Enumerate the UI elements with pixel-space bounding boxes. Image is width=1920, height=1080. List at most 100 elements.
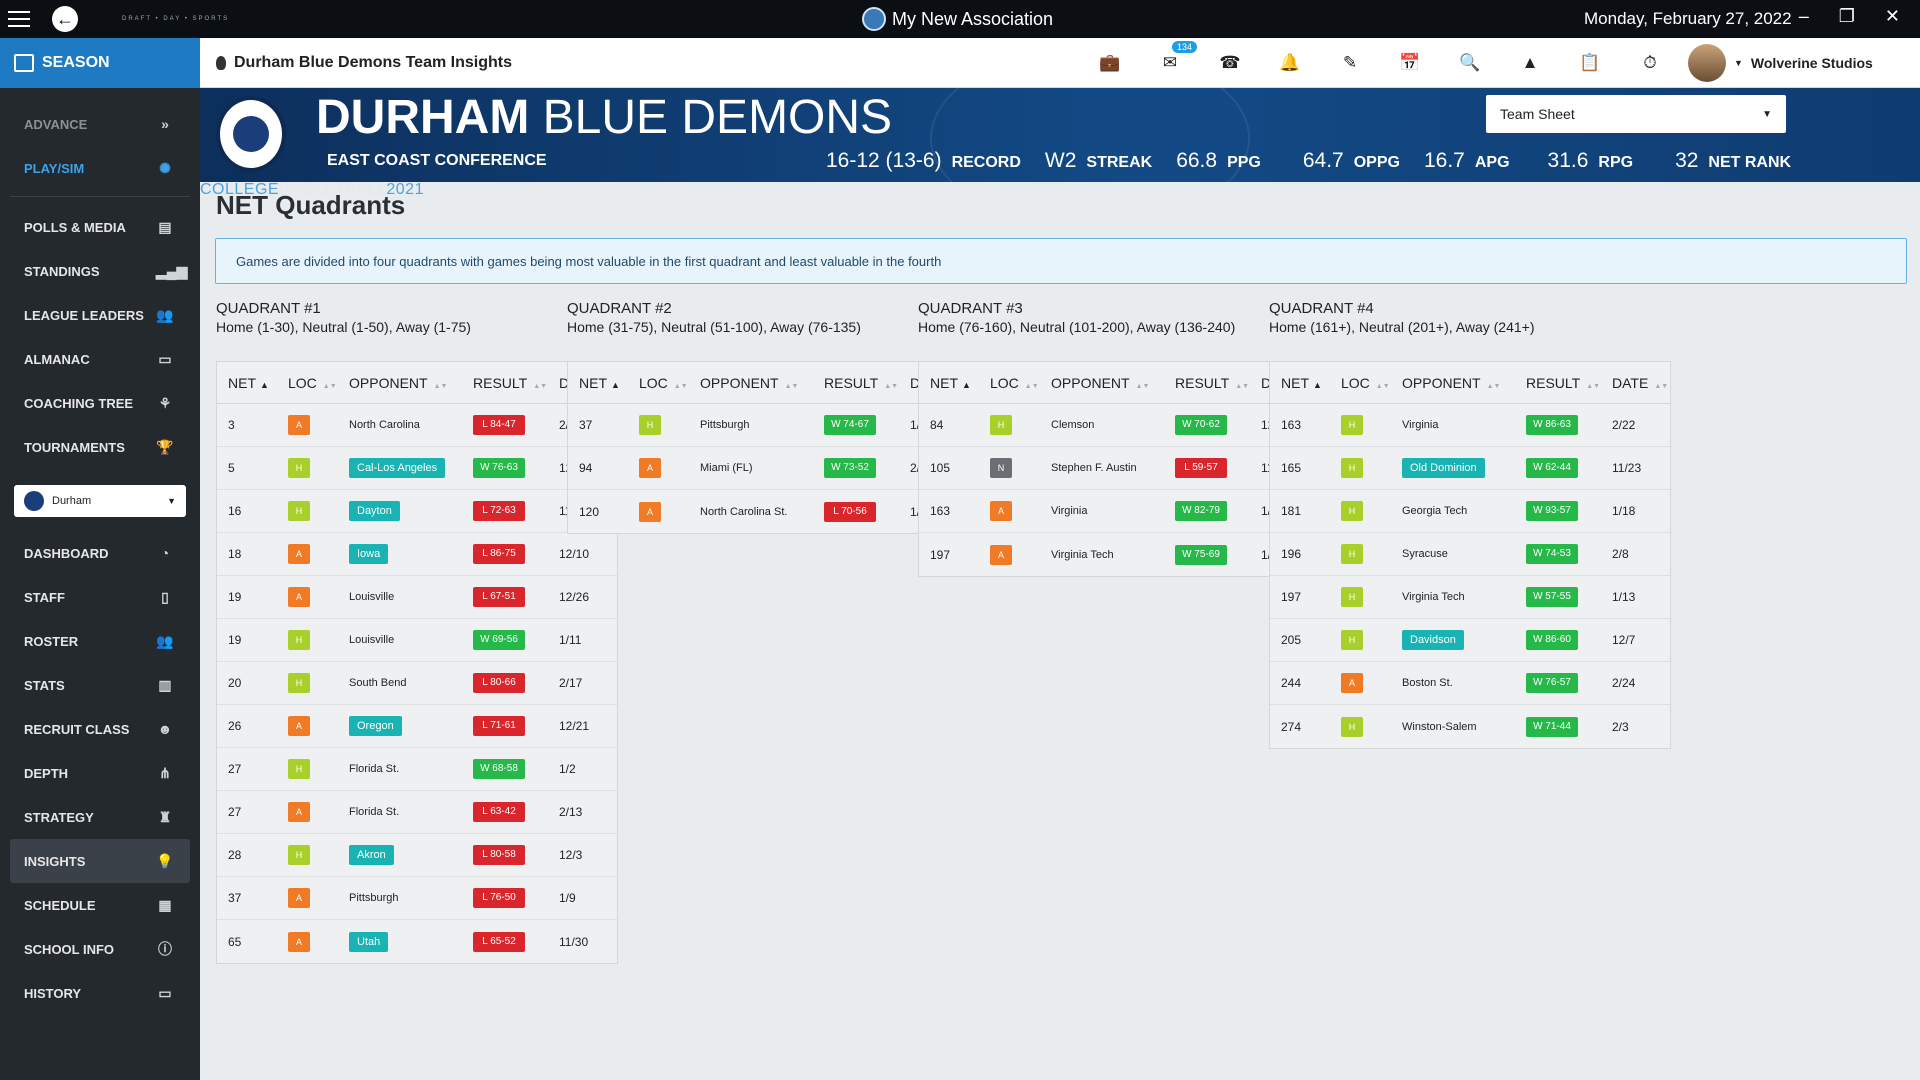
opponent-link[interactable]: Oregon bbox=[349, 716, 402, 736]
user-menu[interactable]: ▼ Wolverine Studios bbox=[1688, 44, 1873, 82]
sidebar-item-standings[interactable]: STANDINGS ▂▄▆ bbox=[0, 249, 200, 293]
column-header-net[interactable]: NET ▲ bbox=[919, 375, 979, 391]
season-button[interactable]: SEASON bbox=[0, 38, 200, 88]
column-header-result[interactable]: RESULT ▲▼ bbox=[1163, 375, 1249, 391]
opponent-link[interactable]: Miami (FL) bbox=[700, 462, 753, 474]
column-header-loc[interactable]: LOC ▲▼ bbox=[1330, 375, 1392, 391]
sidebar-item-polls-media[interactable]: POLLS & MEDIA ▤ bbox=[0, 205, 200, 249]
back-button[interactable]: ← bbox=[52, 6, 78, 32]
sidebar-item-history[interactable]: HISTORY ▭ bbox=[0, 971, 200, 1015]
calendar-check-icon[interactable]: 📅 bbox=[1399, 53, 1421, 72]
opponent-link[interactable]: Florida St. bbox=[349, 763, 400, 775]
result-badge[interactable]: W 74-53 bbox=[1526, 544, 1578, 564]
result-badge[interactable]: W 73-52 bbox=[824, 458, 876, 478]
opponent-link[interactable]: Virginia bbox=[1402, 419, 1439, 431]
result-badge[interactable]: W 86-60 bbox=[1526, 630, 1578, 650]
opponent-link[interactable]: Virginia Tech bbox=[1402, 591, 1465, 603]
column-header-opponent[interactable]: OPPONENT ▲▼ bbox=[1041, 375, 1163, 391]
sidebar-item-schedule[interactable]: SCHEDULE ▦ bbox=[0, 883, 200, 927]
sidebar-item-almanac[interactable]: ALMANAC ▭ bbox=[0, 337, 200, 381]
opponent-link[interactable]: Cal-Los Angeles bbox=[349, 458, 446, 478]
result-badge[interactable]: L 71-61 bbox=[473, 716, 525, 736]
column-header-opponent[interactable]: OPPONENT ▲▼ bbox=[690, 375, 812, 391]
result-badge[interactable]: W 69-56 bbox=[473, 630, 525, 650]
result-badge[interactable]: L 65-52 bbox=[473, 931, 525, 952]
bell-icon[interactable]: 🔔 bbox=[1279, 53, 1301, 72]
result-badge[interactable]: L 80-66 bbox=[473, 673, 525, 693]
opponent-link[interactable]: Pittsburgh bbox=[700, 419, 750, 431]
opponent-link[interactable]: North Carolina bbox=[349, 419, 420, 431]
result-badge[interactable]: L 67-51 bbox=[473, 587, 525, 607]
opponent-link[interactable]: Winston-Salem bbox=[1402, 720, 1477, 733]
result-badge[interactable]: L 86-75 bbox=[473, 544, 525, 564]
column-header-loc[interactable]: LOC ▲▼ bbox=[628, 375, 690, 391]
opponent-link[interactable]: Davidson bbox=[1402, 630, 1464, 650]
opponent-link[interactable]: Louisville bbox=[349, 634, 395, 646]
column-header-opponent[interactable]: OPPONENT ▲▼ bbox=[1392, 375, 1514, 391]
opponent-link[interactable]: Virginia Tech bbox=[1051, 548, 1114, 561]
column-header-opponent[interactable]: OPPONENT ▲▼ bbox=[339, 375, 461, 391]
result-badge[interactable]: W 76-63 bbox=[473, 458, 525, 478]
sidebar-item-league-leaders[interactable]: LEAGUE LEADERS 👥 bbox=[0, 293, 200, 337]
phone-icon[interactable]: ☎ bbox=[1219, 53, 1241, 72]
menu-icon[interactable] bbox=[8, 11, 30, 27]
column-header-date[interactable]: DATE ▲▼ bbox=[1600, 375, 1670, 391]
road-icon[interactable]: ▲ bbox=[1521, 53, 1539, 72]
result-badge[interactable]: W 70-62 bbox=[1175, 415, 1227, 435]
team-select[interactable]: Durham ▼ bbox=[14, 485, 186, 517]
result-badge[interactable]: W 75-69 bbox=[1175, 544, 1227, 565]
column-header-loc[interactable]: LOC ▲▼ bbox=[979, 375, 1041, 391]
opponent-link[interactable]: Syracuse bbox=[1402, 548, 1448, 560]
result-badge[interactable]: W 93-57 bbox=[1526, 501, 1578, 521]
sidebar-item-advance[interactable]: ADVANCE » bbox=[0, 102, 200, 146]
minimize-icon[interactable]: – bbox=[1798, 6, 1809, 26]
sidebar-item-dashboard[interactable]: DASHBOARD ◔ bbox=[0, 531, 200, 575]
result-badge[interactable]: L 72-63 bbox=[473, 501, 525, 521]
result-badge[interactable]: L 59-57 bbox=[1175, 458, 1227, 478]
sidebar-item-school-info[interactable]: SCHOOL INFO ⓘ bbox=[0, 927, 200, 971]
result-badge[interactable]: W 74-67 bbox=[824, 415, 876, 435]
sidebar-item-depth[interactable]: DEPTH ⋔ bbox=[0, 751, 200, 795]
result-badge[interactable]: W 76-57 bbox=[1526, 673, 1578, 693]
opponent-link[interactable]: Akron bbox=[349, 845, 394, 865]
result-badge[interactable]: W 62-44 bbox=[1526, 458, 1578, 478]
mail-icon[interactable]: ✉ 134 bbox=[1140, 41, 1200, 73]
sidebar-item-staff[interactable]: STAFF ▯ bbox=[0, 575, 200, 619]
opponent-link[interactable]: Pittsburgh bbox=[349, 892, 399, 904]
clipboard-icon[interactable]: 📋 bbox=[1579, 53, 1601, 72]
sidebar-item-strategy[interactable]: STRATEGY ♜ bbox=[0, 795, 200, 839]
opponent-link[interactable]: Stephen F. Austin bbox=[1051, 462, 1137, 474]
result-badge[interactable]: L 76-50 bbox=[473, 888, 525, 908]
sidebar-item-tournaments[interactable]: TOURNAMENTS 🏆 bbox=[0, 425, 200, 469]
opponent-link[interactable]: Virginia bbox=[1051, 505, 1088, 517]
sidebar-item-play-sim[interactable]: PLAY/SIM ✺ bbox=[0, 146, 200, 190]
opponent-link[interactable]: North Carolina St. bbox=[700, 505, 788, 518]
opponent-link[interactable]: Utah bbox=[349, 931, 389, 952]
team-sheet-select[interactable]: Team Sheet ▼ bbox=[1486, 95, 1786, 133]
result-badge[interactable]: W 71-44 bbox=[1526, 716, 1578, 737]
opponent-link[interactable]: Florida St. bbox=[349, 806, 400, 818]
restore-icon[interactable]: ❐ bbox=[1838, 6, 1855, 26]
result-badge[interactable]: W 82-79 bbox=[1175, 501, 1227, 521]
column-header-net[interactable]: NET ▲ bbox=[217, 375, 277, 391]
opponent-link[interactable]: Georgia Tech bbox=[1402, 505, 1468, 517]
result-badge[interactable]: L 70-56 bbox=[824, 501, 876, 522]
column-header-result[interactable]: RESULT ▲▼ bbox=[812, 375, 898, 391]
sidebar-item-roster[interactable]: ROSTER 👥 bbox=[0, 619, 200, 663]
sidebar-item-stats[interactable]: STATS ▥ bbox=[0, 663, 200, 707]
opponent-link[interactable]: Iowa bbox=[349, 544, 389, 564]
briefcase-icon[interactable]: 💼 bbox=[1099, 53, 1121, 72]
opponent-link[interactable]: Boston St. bbox=[1402, 677, 1453, 689]
column-header-result[interactable]: RESULT ▲▼ bbox=[461, 375, 547, 391]
stopwatch-icon[interactable]: ⏱ bbox=[1643, 53, 1657, 72]
result-badge[interactable]: W 57-55 bbox=[1526, 587, 1578, 607]
column-header-loc[interactable]: LOC ▲▼ bbox=[277, 375, 339, 391]
result-badge[interactable]: L 63-42 bbox=[473, 802, 525, 822]
column-header-result[interactable]: RESULT ▲▼ bbox=[1514, 375, 1600, 391]
sidebar-item-coaching-tree[interactable]: COACHING TREE ⚘ bbox=[0, 381, 200, 425]
search-icon[interactable]: 🔍 bbox=[1459, 53, 1481, 72]
opponent-link[interactable]: Clemson bbox=[1051, 419, 1095, 431]
result-badge[interactable]: W 86-63 bbox=[1526, 415, 1578, 435]
close-icon[interactable]: ✕ bbox=[1884, 6, 1900, 26]
result-badge[interactable]: L 84-47 bbox=[473, 415, 525, 435]
